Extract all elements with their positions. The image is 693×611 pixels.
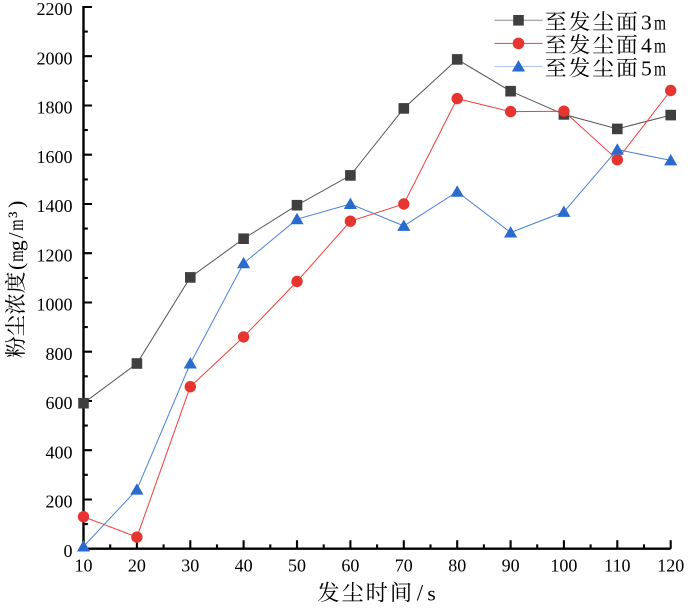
svg-text:1200: 1200 (37, 245, 73, 265)
svg-text:m: m (4, 250, 27, 261)
svg-text:600: 600 (46, 393, 73, 413)
svg-text:80: 80 (448, 556, 466, 576)
svg-text:0: 0 (64, 541, 73, 561)
svg-text:100: 100 (550, 556, 577, 576)
svg-text:): ) (4, 201, 28, 208)
svg-text:g: g (4, 240, 28, 251)
svg-text:2200: 2200 (37, 0, 73, 19)
svg-text:3: 3 (641, 10, 652, 34)
svg-text:50: 50 (288, 556, 306, 576)
svg-text:/: / (417, 580, 424, 605)
svg-text:20: 20 (128, 556, 146, 576)
svg-text:1600: 1600 (37, 147, 73, 167)
svg-text:s: s (427, 581, 435, 605)
svg-text:40: 40 (235, 556, 253, 576)
svg-text:110: 110 (604, 556, 630, 576)
svg-text:(: ( (4, 263, 28, 270)
svg-text:70: 70 (395, 556, 413, 576)
svg-text:m: m (654, 34, 666, 58)
svg-text:5: 5 (641, 57, 652, 81)
svg-text:1400: 1400 (37, 196, 73, 216)
svg-text:30: 30 (181, 556, 199, 576)
svg-text:90: 90 (502, 556, 520, 576)
svg-text:4: 4 (641, 34, 652, 58)
svg-text:m: m (4, 219, 27, 230)
svg-text:800: 800 (46, 344, 73, 364)
svg-text:2000: 2000 (37, 48, 73, 68)
svg-text:200: 200 (46, 492, 73, 512)
svg-text:m: m (654, 57, 666, 81)
svg-text:/: / (4, 232, 28, 238)
svg-text:400: 400 (46, 442, 73, 462)
svg-text:120: 120 (657, 556, 684, 576)
svg-text:m: m (654, 11, 666, 35)
svg-text:1800: 1800 (37, 98, 73, 118)
svg-text:³: ³ (4, 211, 28, 218)
svg-text:10: 10 (75, 556, 93, 576)
svg-text:1000: 1000 (37, 295, 73, 315)
svg-text:60: 60 (341, 556, 359, 576)
